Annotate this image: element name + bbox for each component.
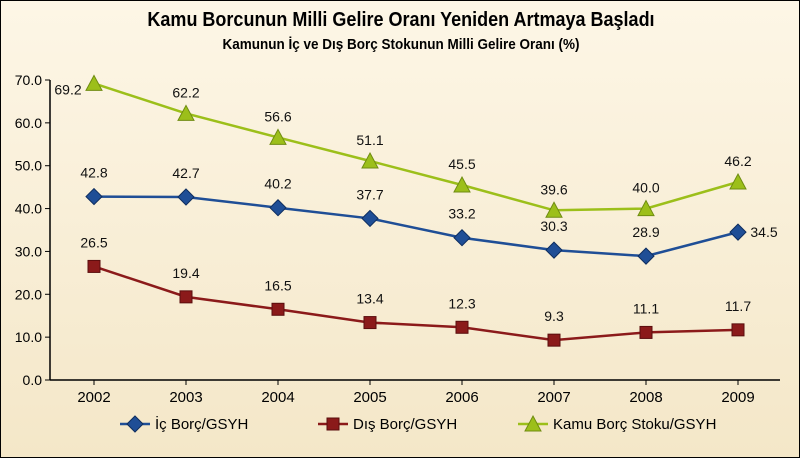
data-point bbox=[271, 302, 285, 316]
data-label: 28.9 bbox=[632, 224, 659, 240]
x-tick-label: 2008 bbox=[629, 389, 662, 406]
data-point bbox=[547, 333, 561, 347]
data-label: 16.5 bbox=[264, 277, 291, 293]
data-label: 40.2 bbox=[264, 176, 291, 192]
x-tick-label: 2005 bbox=[353, 389, 386, 406]
data-label: 11.1 bbox=[633, 300, 659, 316]
data-point bbox=[731, 323, 745, 337]
data-point bbox=[637, 199, 655, 217]
data-label: 42.7 bbox=[172, 165, 199, 181]
y-tick-label: 50.0 bbox=[15, 158, 42, 174]
data-label: 40.0 bbox=[632, 180, 659, 196]
data-label: 26.5 bbox=[80, 234, 107, 250]
data-point bbox=[87, 259, 101, 273]
data-point bbox=[269, 128, 287, 145]
data-point bbox=[545, 241, 563, 259]
data-label: 37.7 bbox=[356, 186, 383, 202]
y-tick-label: 0.0 bbox=[23, 372, 43, 388]
chart-subtitle: Kamunun İç ve Dış Borç Stokunun Milli Ge… bbox=[222, 36, 580, 53]
x-tick-label: 2009 bbox=[721, 389, 754, 406]
data-label: 46.2 bbox=[724, 153, 751, 169]
data-point bbox=[455, 320, 469, 334]
data-label: 34.5 bbox=[750, 224, 777, 240]
x-tick-label: 2002 bbox=[77, 389, 110, 406]
data-point bbox=[729, 223, 747, 241]
data-point bbox=[85, 74, 103, 91]
data-label: 51.1 bbox=[356, 132, 383, 148]
data-label: 69.2 bbox=[54, 81, 81, 97]
legend-marker bbox=[126, 415, 144, 433]
x-tick-label: 2003 bbox=[169, 389, 202, 406]
y-tick-label: 70.0 bbox=[15, 72, 42, 88]
legend-item: İç Borç/GSYH bbox=[120, 415, 248, 433]
data-point bbox=[269, 199, 287, 217]
x-tick-label: 2007 bbox=[537, 389, 570, 406]
legend-item: Kamu Borç Stoku/GSYH bbox=[518, 414, 716, 433]
data-point bbox=[85, 187, 103, 206]
series-triangle bbox=[85, 74, 747, 218]
data-point bbox=[637, 247, 655, 265]
data-label: 56.6 bbox=[264, 108, 291, 124]
data-label: 42.8 bbox=[80, 165, 107, 181]
legend-marker bbox=[524, 414, 542, 432]
series-diamond bbox=[85, 187, 747, 265]
y-tick-label: 40.0 bbox=[15, 201, 42, 217]
series-line bbox=[93, 265, 739, 342]
legend-label: Kamu Borç Stoku/GSYH bbox=[553, 416, 716, 433]
legend-item: Dış Borç/GSYH bbox=[318, 416, 457, 433]
data-label: 45.5 bbox=[448, 156, 475, 172]
x-tick-label: 2004 bbox=[261, 389, 294, 406]
x-tick-label: 2006 bbox=[445, 389, 478, 406]
data-point bbox=[363, 316, 377, 330]
legend-label: Dış Borç/GSYH bbox=[353, 416, 457, 433]
data-label: 62.2 bbox=[172, 84, 199, 100]
data-label: 9.3 bbox=[544, 308, 564, 324]
legend-marker bbox=[326, 417, 340, 431]
data-point bbox=[361, 151, 379, 169]
data-point bbox=[453, 229, 471, 247]
data-point bbox=[177, 188, 195, 206]
y-tick-label: 20.0 bbox=[15, 286, 42, 302]
y-tick-label: 10.0 bbox=[15, 329, 42, 345]
series-square bbox=[87, 259, 745, 347]
data-label: 33.2 bbox=[448, 206, 475, 222]
data-point bbox=[177, 104, 195, 121]
data-point bbox=[729, 172, 747, 190]
legend-label: İç Borç/GSYH bbox=[155, 415, 248, 433]
data-point bbox=[545, 201, 563, 218]
y-tick-label: 60.0 bbox=[15, 115, 42, 131]
data-point bbox=[639, 325, 653, 339]
y-tick-label: 30.0 bbox=[15, 243, 42, 259]
data-point bbox=[453, 175, 471, 193]
data-label: 19.4 bbox=[172, 265, 199, 281]
series-line bbox=[93, 82, 739, 212]
data-label: 11.7 bbox=[725, 298, 751, 314]
chart-title: Kamu Borcunun Milli Gelire Oranı Yeniden… bbox=[147, 9, 655, 31]
data-point bbox=[361, 209, 379, 228]
data-label: 39.6 bbox=[540, 181, 567, 197]
series-line bbox=[93, 195, 739, 258]
data-label: 12.3 bbox=[448, 295, 475, 311]
data-label: 13.4 bbox=[356, 291, 383, 307]
data-label: 30.3 bbox=[540, 218, 567, 234]
data-point bbox=[179, 290, 193, 304]
